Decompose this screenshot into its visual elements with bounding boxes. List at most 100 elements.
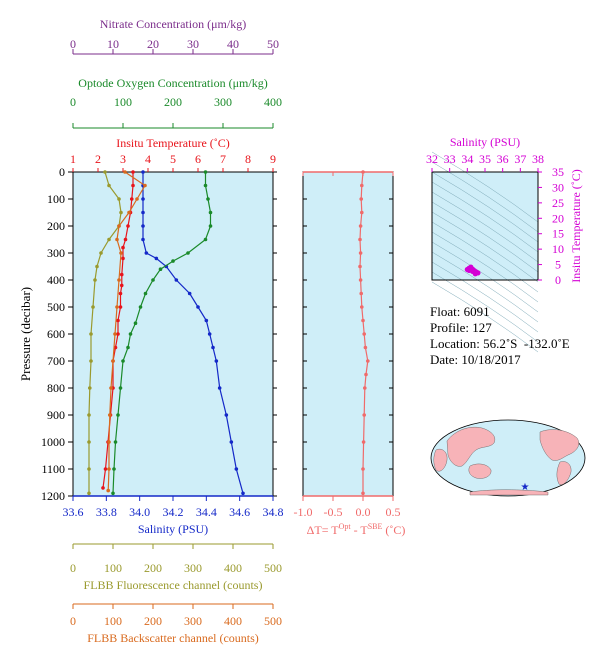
salinity-profile-point — [234, 467, 239, 471]
salinity-profile-point — [229, 440, 234, 444]
delta-tick-label: 0.0 — [356, 505, 371, 519]
nitrate-tick-label: 0 — [70, 37, 76, 51]
density-contour — [431, 211, 539, 283]
fluorescence-tick-label: 200 — [144, 561, 162, 575]
delta-temperature-point — [361, 440, 366, 444]
density-contour — [431, 201, 539, 273]
oxygen-profile-point — [111, 491, 115, 496]
series-layer — [87, 170, 481, 496]
ts-diagram-plot-area — [431, 171, 539, 281]
pressure-tick-label: 400 — [47, 273, 65, 287]
temperature-profile-point — [119, 283, 124, 288]
oxygen-profile-point — [138, 305, 143, 309]
map-australia-landmass — [468, 463, 492, 479]
backscatter-profile-point — [108, 413, 112, 417]
salinity-profile-point — [141, 224, 145, 228]
delta-tick-label: -0.5 — [324, 505, 343, 519]
salinity-profile-point — [224, 413, 229, 417]
pressure-tick-label: 700 — [47, 354, 65, 368]
backscatter-profile-point — [143, 183, 147, 188]
temperature-tick-label: 1 — [70, 152, 76, 166]
delta-temperature-point — [358, 224, 363, 228]
temperature-axis-label: Insitu Temperature (˚C) — [116, 136, 230, 150]
delta-temperature-point — [360, 183, 364, 188]
density-contour — [431, 171, 539, 243]
salinity-profile-point — [141, 210, 145, 215]
fluorescence-profile-point — [91, 305, 95, 309]
backscatter-tick-label: 0 — [70, 614, 76, 628]
salinity-profile-point — [211, 345, 215, 350]
delta-temperature-point — [361, 467, 365, 471]
world-map: ★ — [430, 419, 586, 497]
nitrate-tick-label: 40 — [227, 37, 239, 51]
ts-point — [466, 267, 472, 274]
backscatter-profile-point — [109, 386, 113, 390]
salinity-tick-label: 34.2 — [163, 505, 184, 519]
oxygen-profile-point — [203, 237, 208, 242]
delta-axis-label: ΔT= TOpt - TSBE (˚C) — [307, 522, 406, 537]
oxygen-profile-point — [118, 386, 123, 390]
temperature-profile-point — [101, 486, 105, 490]
fluorescence-profile-point — [107, 183, 111, 188]
info-float: Float: 6091 — [430, 304, 490, 320]
delta-temperature-point — [360, 210, 364, 215]
delta-temperature-point — [362, 332, 367, 336]
salinity-axis-label: Salinity (PSU) — [138, 522, 208, 536]
pressure-tick-label: 500 — [47, 300, 65, 314]
salinity-profile-point — [141, 170, 145, 174]
ts-point — [472, 271, 478, 277]
nitrate-tick-label: 50 — [267, 37, 279, 51]
ts-salinity-tick-label: 35 — [479, 152, 491, 166]
backscatter-profile-point — [115, 305, 119, 309]
fluorescence-profile-point — [87, 467, 91, 471]
nitrate-tick-label: 20 — [147, 37, 159, 51]
map-south-america-landmass — [556, 461, 572, 485]
salinity-tick-label: 34.8 — [263, 505, 284, 519]
temperature-tick-label: 4 — [145, 152, 151, 166]
delta-temperature-point — [358, 264, 362, 269]
fluorescence-profile-point — [95, 264, 99, 269]
temperature-profile-point — [131, 170, 135, 174]
temperature-tick-label: 8 — [245, 152, 251, 166]
salinity-profile-point — [214, 359, 219, 363]
float-value: 6091 — [463, 304, 490, 319]
backscatter-profile-point — [107, 467, 111, 471]
backscatter-profile-point — [107, 440, 111, 444]
fluorescence-axis-label: FLBB Fluorescence channel (counts) — [84, 578, 263, 592]
ts-temperature-axis-label: Insitu Temperature (˚C) — [569, 169, 583, 283]
nitrate-axis-label: Nitrate Concentration (μm/kg) — [100, 17, 246, 31]
salinity-profile-point — [154, 256, 159, 261]
density-contour — [431, 151, 539, 223]
backscatter-tick-label: 300 — [184, 614, 202, 628]
temperature-profile-point — [121, 256, 125, 261]
oxygen-tick-label: 300 — [214, 95, 232, 109]
ts-temperature-tick-label: 35 — [552, 165, 564, 179]
temperature-tick-label: 9 — [270, 152, 276, 166]
ts-salinity-tick-label: 32 — [426, 152, 438, 166]
temperature-profile-point — [118, 305, 123, 309]
density-contour — [431, 231, 539, 303]
pressure-tick-label: 1200 — [41, 489, 65, 503]
ts-salinity-tick-label: 36 — [497, 152, 509, 166]
salinity-profile-point — [141, 237, 145, 242]
oxygen-profile-point — [206, 197, 210, 201]
temperature-profile-point — [121, 245, 125, 250]
profile-plot-area — [72, 171, 274, 497]
fluorescence-tick-label: 300 — [184, 561, 202, 575]
density-contour — [431, 281, 539, 353]
backscatter-profile-point — [115, 237, 119, 242]
float-location-marker: ★ — [521, 482, 530, 493]
fluorescence-profile-point — [88, 386, 92, 390]
temperature-profile-point — [119, 272, 124, 277]
fluorescence-tick-label: 500 — [264, 561, 282, 575]
backscatter-profile-point — [106, 488, 110, 493]
ts-temperature-tick-label: 15 — [552, 227, 564, 241]
oxygen-profile-point — [113, 440, 118, 444]
location-value: 56.2˚S -132.0˚E — [483, 336, 570, 351]
backscatter-profile-point — [113, 332, 117, 336]
temperature-profile-point — [116, 318, 120, 323]
pressure-tick-label: 0 — [59, 165, 65, 179]
delta-temperature-point — [366, 359, 370, 363]
temperature-profile-point — [131, 183, 135, 188]
delta-temperature-plot-area — [302, 171, 394, 497]
